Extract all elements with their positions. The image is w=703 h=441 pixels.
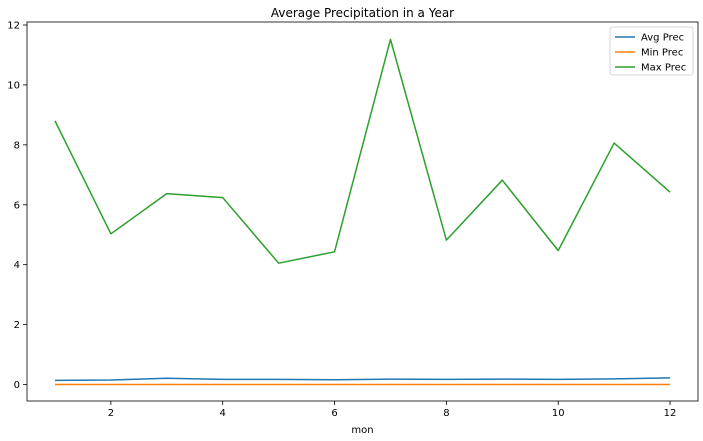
series-line-2 bbox=[54, 38, 671, 264]
legend-box bbox=[609, 26, 694, 76]
y-tick-label: 8 bbox=[14, 140, 20, 151]
plot-frame bbox=[26, 21, 699, 402]
x-tick-label: 2 bbox=[108, 408, 114, 419]
y-tick-label: 12 bbox=[7, 20, 20, 31]
x-tick-label: 10 bbox=[552, 408, 565, 419]
legend-label: Avg Prec bbox=[641, 33, 684, 44]
x-axis: 2 4 6 8 10 12 bbox=[108, 401, 677, 419]
y-axis: 0 2 4 6 8 10 12 bbox=[7, 20, 27, 391]
x-tick-label: 6 bbox=[331, 408, 337, 419]
y-tick-label: 10 bbox=[7, 80, 20, 91]
legend: Avg Prec Min Prec Max Prec bbox=[609, 26, 694, 76]
series-line-0 bbox=[54, 377, 671, 382]
y-tick-label: 0 bbox=[14, 380, 20, 391]
x-tick-label: 4 bbox=[220, 408, 226, 419]
chart-title: Average Precipitation in a Year bbox=[271, 6, 454, 20]
x-axis-label: mon bbox=[351, 425, 373, 436]
x-tick-label: 12 bbox=[664, 408, 677, 419]
plot-area bbox=[26, 21, 699, 402]
y-tick-label: 2 bbox=[14, 320, 20, 331]
x-tick-label: 8 bbox=[443, 408, 449, 419]
y-tick-label: 4 bbox=[14, 260, 20, 271]
y-tick-label: 6 bbox=[14, 200, 20, 211]
legend-label: Max Prec bbox=[641, 63, 686, 74]
legend-label: Min Prec bbox=[641, 48, 683, 59]
series-layer bbox=[54, 38, 671, 386]
